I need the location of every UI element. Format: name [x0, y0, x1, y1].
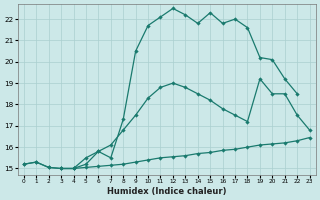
X-axis label: Humidex (Indice chaleur): Humidex (Indice chaleur) — [107, 187, 227, 196]
